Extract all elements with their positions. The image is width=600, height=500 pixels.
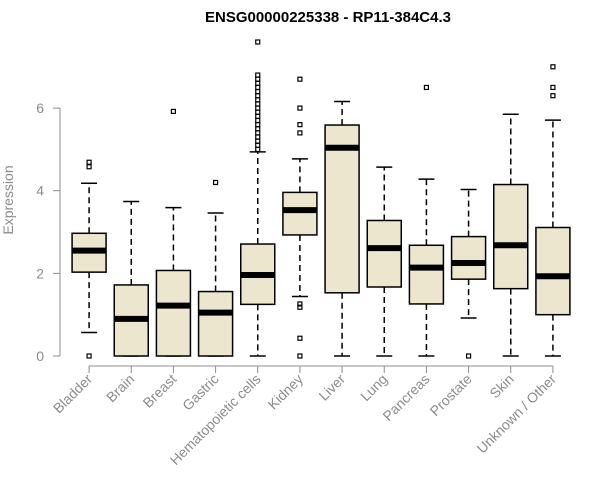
iqr-box: [493, 183, 529, 290]
outlier-point: [255, 130, 261, 136]
iqr-box: [366, 219, 402, 288]
outlier-point: [86, 159, 92, 165]
outlier-point: [86, 164, 92, 170]
x-tick-label: Lung: [357, 371, 390, 404]
x-tick-label: Skin: [486, 371, 517, 402]
box-lung: [366, 166, 402, 357]
y-tick-label: 6: [36, 100, 44, 116]
outlier-point: [255, 109, 261, 115]
outlier-point: [212, 179, 219, 186]
x-tick-label: Unknown / Other: [473, 371, 559, 457]
box-brain: [113, 200, 149, 357]
x-tick-label: Bladder: [50, 371, 96, 417]
box-prostate: [450, 188, 487, 359]
iqr-box: [450, 235, 487, 280]
outlier-point: [170, 108, 177, 115]
y-tick-label: 2: [36, 265, 44, 281]
box-unknown-other: [535, 64, 571, 357]
outlier-point: [255, 93, 261, 99]
y-tick-label: 4: [36, 183, 44, 199]
x-tick-label: Breast: [140, 371, 180, 411]
outlier-point: [255, 101, 261, 107]
iqr-box: [197, 290, 234, 357]
x-tick-label: Kidney: [264, 371, 306, 413]
outlier-point: [297, 130, 303, 136]
iqr-box: [282, 191, 318, 236]
box-skin: [493, 113, 529, 357]
outlier-point: [255, 39, 261, 45]
box-liver: [324, 100, 360, 357]
outlier-point: [255, 72, 261, 78]
outlier-point: [255, 80, 261, 86]
outlier-point: [550, 64, 556, 70]
box-bladder: [71, 159, 107, 359]
box-gastric: [197, 179, 234, 357]
outlier-point: [255, 84, 261, 91]
outlier-point: [255, 88, 261, 95]
box-pancreas: [408, 84, 445, 357]
outlier-point: [550, 84, 556, 91]
outlier-point: [255, 138, 261, 144]
outlier-point: [423, 84, 430, 91]
box-breast: [155, 108, 192, 357]
iqr-box: [535, 226, 571, 316]
box-hematopoietic-cells: [240, 39, 276, 357]
outlier-point: [550, 93, 556, 99]
outlier-point: [297, 353, 303, 359]
outlier-point: [255, 76, 261, 82]
iqr-box: [408, 244, 445, 305]
iqr-box: [324, 124, 360, 294]
outlier-point: [297, 76, 303, 82]
outlier-point: [255, 134, 261, 140]
boxes-group: [71, 39, 571, 359]
outlier-point: [465, 353, 472, 359]
chart-title: ENSG00000225338 - RP11-384C4.3: [205, 9, 451, 26]
y-tick-label: 0: [36, 348, 44, 364]
outlier-point: [255, 146, 261, 153]
outlier-point: [255, 117, 261, 124]
outlier-point: [255, 113, 261, 119]
outlier-point: [255, 142, 261, 148]
outlier-point: [255, 105, 261, 111]
outlier-point: [86, 353, 92, 359]
outlier-point: [297, 105, 303, 111]
x-tick-label: Prostate: [427, 371, 475, 419]
box-kidney: [282, 76, 318, 359]
iqr-box: [155, 269, 192, 357]
x-tick-label: Liver: [315, 371, 348, 404]
outlier-point: [255, 97, 261, 103]
outlier-point: [255, 126, 261, 132]
outlier-point: [297, 301, 303, 307]
outlier-point: [297, 335, 303, 341]
y-axis-label: Expression: [0, 165, 16, 234]
x-tick-label: Brain: [103, 371, 137, 405]
y-axis: 0 2 4 6: [36, 100, 61, 364]
outlier-point: [297, 304, 303, 310]
outlier-point: [297, 122, 303, 128]
outlier-point: [255, 122, 261, 128]
x-tick-label: Pancreas: [379, 371, 432, 424]
